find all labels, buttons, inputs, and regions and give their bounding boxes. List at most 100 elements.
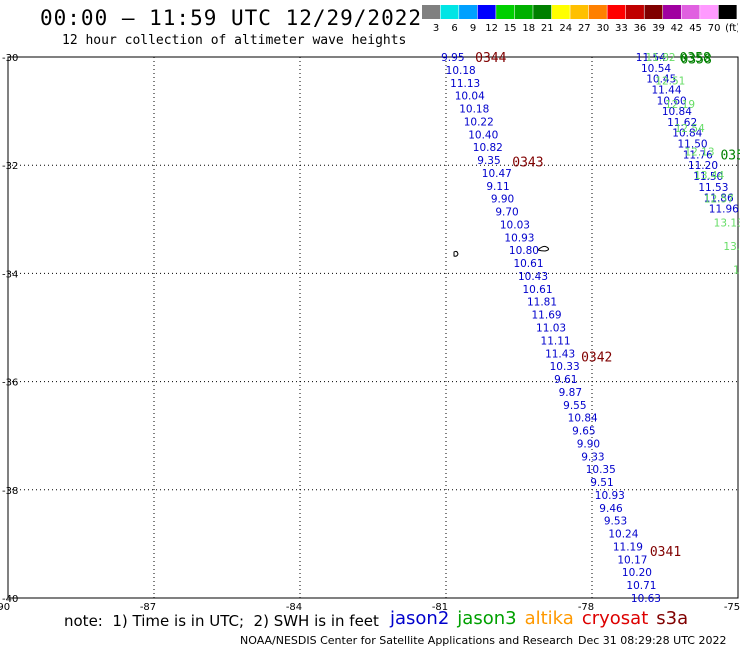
swh-value-label: 9.53 [604,516,627,528]
colorbar-label: 36 [634,23,647,34]
colorbar-label: 42 [671,23,684,34]
pass-time-label: 0341 [650,545,681,560]
lat-tick-label: -36 [2,378,18,389]
swh-value-label: 10.43 [518,271,548,283]
lon-tick-label: -81 [432,602,448,613]
swh-value-label: 12.19 [665,99,695,111]
lat-tick-label: -34 [2,269,18,280]
swh-value-label: 10.17 [617,554,647,566]
swh-value-label: 11.20 [688,160,718,172]
swh-value-label: 11.43 [545,348,575,360]
colorbar-label: 21 [541,23,554,34]
legend-item-altika: altika [524,608,574,629]
swh-value-label: 10.40 [468,129,498,141]
island-outline [453,250,459,257]
swh-value-label: 13.44 [694,170,724,182]
swh-value-label: 10.22 [464,116,494,128]
swh-value-label: 12.54 [675,123,705,135]
legend-item-jason3: jason3 [457,608,517,629]
swh-value-label: 11.13 [450,78,480,90]
swh-value-label: 10.84 [568,413,598,425]
swh-value-label: 11.69 [532,310,562,322]
swh-value-label: 11.81 [527,297,557,309]
credit-text: NOAA/NESDIS Center for Satellite Applica… [240,634,574,647]
generated-timestamp: Dec 31 08:29:28 UTC 2022 [578,634,727,647]
swh-value-label: 12.57 [704,194,734,206]
swh-value-label: 9.11 [486,181,509,193]
colorbar-label: 70 [708,23,721,34]
swh-value-label: 9.90 [491,194,514,206]
swh-value-label: 10.47 [482,168,512,180]
swh-value-label: 10.84 [662,106,692,118]
swh-value-label: 10.60 [657,95,687,107]
swh-value-label: 10.84 [672,128,702,140]
swh-value-label: 11.44 [651,84,681,96]
swh-value-label: 9.33 [581,451,604,463]
colorbar-swatch [700,5,719,19]
swh-value-label: 10.54 [641,63,671,75]
lon-tick-label: -90 [0,602,10,613]
colorbar-label: 27 [578,23,591,34]
swh-value-label: 9.65 [572,426,595,438]
colorbar-swatch [459,5,478,19]
lon-tick-label: -84 [286,602,302,613]
swh-value-label: 12.13 [684,146,714,158]
swh-value-label: 10.03 [500,219,530,231]
swh-value-label: 9.55 [563,400,586,412]
colorbar-swatch [477,5,496,19]
map-frame [7,56,739,599]
colorbar-swatch [496,5,515,19]
swh-value-label: 9.87 [559,387,582,399]
colorbar-label: (ft) [725,23,738,34]
colorbar-label: 39 [652,23,665,34]
colorbar-label: 24 [559,23,572,34]
swh-value-label: 10.33 [550,361,580,373]
lon-tick-label: -78 [578,602,594,613]
swh-value-label: 9.46 [599,503,623,515]
swh-value-label: 13.42 [733,264,740,276]
colorbar-label: 30 [596,23,609,34]
swh-value-label: 11.86 [704,193,734,205]
colorbar-label: 3 [433,23,439,34]
colorbar-swatch [588,5,607,19]
swh-value-label: 10.93 [504,232,534,244]
colorbar-swatch [440,5,459,19]
pass-time-label: 0342 [581,350,612,365]
lat-tick-label: -32 [2,161,18,172]
swh-value-label: 10.71 [626,580,656,592]
swh-value-label: 12.51 [655,76,685,88]
swh-value-label: 11.82 [646,52,676,64]
swh-value-label: 11.96 [709,203,739,215]
swh-value-label: 11.76 [683,149,713,161]
colorbar-swatch [718,5,737,19]
swh-value-label: 9.61 [554,374,577,386]
swh-value-label: 10.82 [473,142,503,154]
swh-value-label: 13.41 [723,241,740,253]
lat-tick-label: -30 [2,53,18,64]
swh-value-label: 10.20 [622,567,652,579]
colorbar-label: 33 [615,23,628,34]
swh-value-label: 10.80 [509,245,539,257]
lat-tick-label: -38 [2,486,18,497]
swh-value-label: 10.93 [595,490,625,502]
swh-value-label: 9.90 [577,438,600,450]
swh-value-label: 10.45 [646,74,676,86]
swh-value-label: 11.50 [678,139,708,151]
units-note: note: 1) Time is in UTC; 2) SWH is in fe… [64,612,379,630]
swh-value-label: 11.19 [613,541,643,553]
island-outline [537,245,550,252]
swh-value-label: 10.24 [608,529,638,541]
colorbar-swatch [625,5,644,19]
colorbar-swatch [570,5,589,19]
pass-time-label: 0358 [680,51,711,66]
colorbar-label: 18 [522,23,535,34]
colorbar-label: 45 [689,23,702,34]
colorbar-label: 15 [504,23,517,34]
colorbar-swatch [533,5,552,19]
lon-tick-label: -87 [140,602,156,613]
swh-value-label: 13.13 [714,217,740,229]
swh-value-label: 10.61 [522,284,552,296]
map-title: 00:00 – 11:59 UTC 12/29/2022 [40,6,423,30]
lat-tick-label: -40 [2,594,18,605]
